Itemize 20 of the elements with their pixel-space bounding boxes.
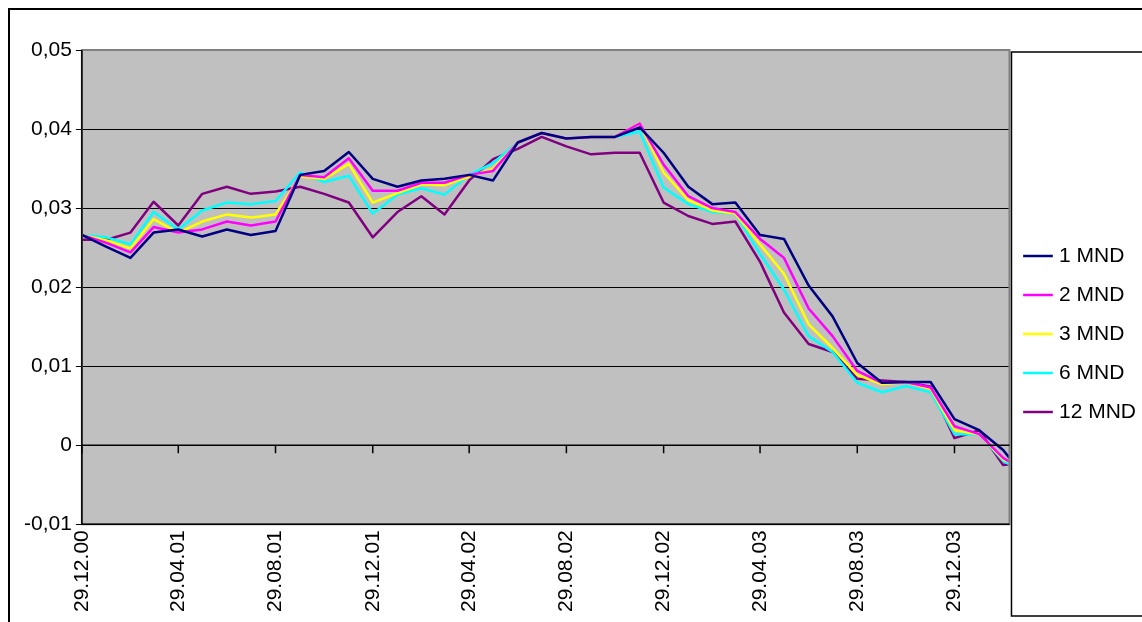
legend-label: 3 MND [1058,320,1125,344]
x-tick-label: 29.12.01 [359,530,383,613]
legend-label: 1 MND [1058,242,1125,266]
y-tick-label: 0,02 [30,273,72,297]
x-tick-label: 29.12.03 [941,530,965,613]
x-tick-label: 29.08.02 [553,530,577,613]
y-tick-label: 0 [60,432,72,456]
legend-label: 12 MND [1058,398,1137,422]
legend-label: 2 MND [1058,281,1125,305]
x-tick-label: 29.12.02 [650,530,674,613]
x-tick-label: 29.08.01 [262,530,286,613]
y-tick-label: 0,04 [30,115,73,139]
legend-label: 6 MND [1058,359,1125,383]
y-tick-label: 0,01 [30,352,72,376]
x-tick-label: 29.04.01 [165,530,189,613]
y-tick-label: 0,03 [30,194,72,218]
x-tick-label: 29.04.03 [746,530,770,613]
x-tick-label: 29.04.02 [455,530,479,613]
x-tick-label: 29.08.03 [844,530,868,613]
y-tick-label: 0,05 [30,36,72,60]
